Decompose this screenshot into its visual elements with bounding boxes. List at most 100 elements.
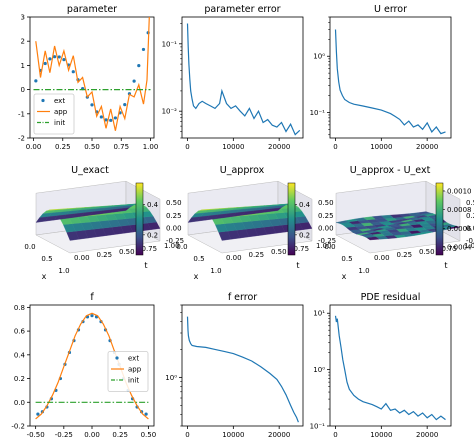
u-approx-ttick-label: 0.25 — [249, 251, 265, 259]
f-legend-label-app: app — [128, 366, 142, 374]
parameter-panel: parameter 0.00 0.25 0.50 0.75 1.00 -2 -1 0 1 2 3 ext… — [18, 4, 158, 151]
f-legend-box — [107, 351, 149, 392]
parameter-error-panel: parameter error 0 10000 20000 10⁻² 10⁻¹ — [162, 4, 304, 151]
parameter-point-ext — [34, 79, 38, 83]
f-error-title: f error — [228, 292, 257, 303]
f-error-panel: f error 0 10000 20000 10⁰ — [165, 292, 304, 439]
f-ytick-label: 0.0 — [14, 399, 25, 407]
u-exact-xtick-label: 0.5 — [41, 255, 52, 263]
parameter-xtick-label: 0.75 — [113, 143, 129, 151]
u-diff-surface-cell — [335, 220, 349, 224]
u-exact-colorbar-label: 0.2 — [147, 231, 158, 239]
f-title: f — [90, 292, 94, 303]
parameter-error-series-line — [186, 23, 301, 136]
f-error-frame — [181, 304, 304, 427]
u-exact-ztick-label: -0.25 — [166, 237, 184, 245]
parameter-ytick-label: 3 — [21, 14, 25, 22]
f-ytick-label: 0.8 — [14, 304, 25, 312]
u-diff-ztick-label: -0.25 — [466, 237, 474, 245]
u-exact-title: U_exact — [71, 165, 109, 176]
f-error-ytick-label: 10⁰ — [165, 374, 177, 382]
f-ytick-label: 0.2 — [14, 375, 25, 383]
parameter-point-ext — [141, 47, 146, 52]
u-exact-x-axis-label: x — [42, 272, 47, 281]
u-approx-colorbar-label: 0.2 — [299, 231, 310, 239]
u-diff-panel: U_approx - U_ext 0.50 0.25 0.00 -0.25 0.0 0.5 1… — [324, 165, 474, 281]
u-approx-xtick-label: 0.0 — [176, 243, 187, 251]
parameter-point-ext — [90, 103, 94, 107]
u-diff-xtick-label: 1.0 — [358, 267, 369, 275]
u-approx-xtick-label: 0.5 — [193, 255, 204, 263]
parameter-error-frame — [181, 16, 304, 139]
u-approx-ztick-label: -0.25 — [318, 237, 336, 245]
u-error-xtick-label: 0 — [333, 143, 337, 151]
u-error-frame — [329, 16, 452, 139]
u-diff-colorbar-label: 0.0010 — [447, 188, 472, 196]
u-diff-ttick-label: 0.75 — [442, 245, 458, 253]
u-diff-colorbar-label: 0.0004 — [447, 244, 472, 252]
u-diff-x-axis-label: x — [342, 272, 347, 281]
f-xtick-label: 0.50 — [141, 431, 157, 439]
pde-residual-series-line — [334, 315, 446, 421]
parameter-error-plot-area — [186, 23, 301, 136]
pde-residual-ytick-label: 10⁻¹ — [310, 423, 326, 431]
pde-residual-xtick-label: 10000 — [370, 431, 392, 439]
u-error-plot-area — [334, 29, 446, 135]
u-approx-xtick-label: 1.0 — [210, 267, 221, 275]
parameter-point-ext — [43, 61, 47, 66]
u-diff-ttick-label: 1.00 — [464, 242, 474, 250]
parameter-series-app — [35, 17, 150, 131]
u-exact-ttick-label: 0.50 — [119, 248, 135, 256]
u-exact-t-axis-label: t — [144, 261, 147, 270]
u-error-ytick-label: 10⁻¹ — [310, 109, 326, 117]
f-xtick-label: -0.50 — [27, 431, 45, 439]
parameter-ytick-label: 2 — [21, 38, 25, 46]
parameter-legend-label-app: app — [54, 108, 68, 116]
f-legend-label-init: init — [128, 377, 139, 385]
u-diff-ztick-label: 0.50 — [466, 199, 474, 207]
u-approx-ztick-label: 0.25 — [318, 212, 334, 220]
pde-residual-panel: PDE residual 0 10000 20000 10⁻¹ 10⁰ 10¹ — [310, 292, 452, 439]
f-xtick-label: 0.00 — [84, 431, 100, 439]
parameter-plot-area — [33, 17, 151, 131]
parameter-error-ytick-label: 10⁻¹ — [162, 40, 178, 48]
u-diff-ttick-label: 0.50 — [419, 248, 435, 256]
u-exact-ttick-label: 0.75 — [142, 245, 158, 253]
u-diff-ztick-label: 0.25 — [466, 212, 474, 220]
u-exact-ttick-label: 0.00 — [74, 254, 90, 262]
u-approx-x-axis-label: x — [194, 272, 199, 281]
f-error-plot-area — [186, 316, 299, 423]
u-exact-colorbar-label: 0.4 — [147, 201, 159, 209]
pde-residual-frame — [329, 304, 452, 427]
u-diff-title: U_approx - U_ext — [350, 165, 431, 176]
u-approx-t-axis-label: t — [296, 261, 299, 270]
u-diff-xtick-label: 0.5 — [341, 255, 352, 263]
f-point-ext — [144, 412, 148, 416]
u-error-panel: U error 0 10000 20000 10⁻¹ 10⁰ — [310, 4, 452, 151]
parameter-error-ytick-label: 10⁻² — [162, 108, 178, 116]
f-ytick-label: 0.4 — [14, 351, 26, 359]
u-exact-ztick-label: 0.25 — [166, 212, 182, 220]
parameter-error-title: parameter error — [204, 4, 280, 15]
parameter-legend-box — [33, 93, 75, 135]
u-diff-ztick-label: 0.00 — [466, 224, 474, 232]
f-xtick-label: 0.25 — [112, 431, 128, 439]
u-exact-ztick-label: 0.00 — [166, 224, 182, 232]
parameter-legend-label-init: init — [54, 119, 65, 127]
u-approx-title: U_approx — [220, 165, 265, 176]
f-error-xtick-label: 0 — [185, 431, 189, 439]
f-point-ext — [90, 314, 94, 318]
parameter-ytick-label: 0 — [21, 86, 25, 94]
u-approx-ttick-label: 0.75 — [294, 245, 310, 253]
u-exact-xtick-label: 1.0 — [58, 267, 69, 275]
parameter-point-ext — [113, 116, 117, 120]
u-diff-t-axis-label: t — [444, 261, 447, 270]
parameter-point-ext — [48, 57, 52, 61]
pde-residual-ytick-label: 10⁰ — [313, 366, 325, 374]
u-exact-surface-cell — [35, 216, 49, 223]
u-diff-xtick-label: 0.0 — [324, 243, 335, 251]
parameter-xtick-label: 0.00 — [26, 143, 42, 151]
u-approx-ttick-label: 1.00 — [316, 242, 332, 250]
